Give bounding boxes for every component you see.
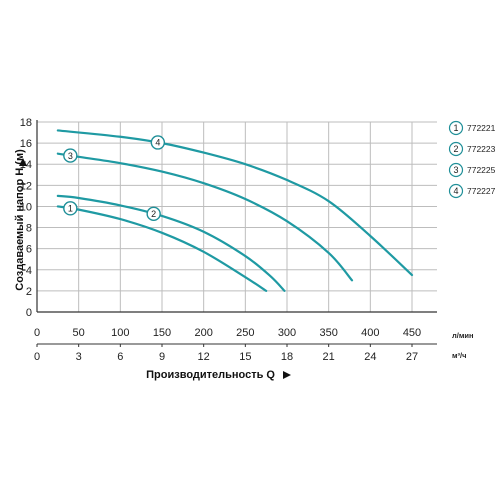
x-secondary-tick-label: 3 xyxy=(76,351,82,363)
x-secondary-unit: м³/ч xyxy=(452,351,466,360)
legend-marker-2 xyxy=(448,141,464,157)
chart-grid xyxy=(37,121,437,312)
curve-marker-label: 1 xyxy=(68,204,73,214)
x-secondary-tick-label: 27 xyxy=(406,351,418,363)
legend-entry-772221: 772221 xyxy=(467,123,496,133)
legend-marker-3 xyxy=(448,162,464,178)
y-tick-label: 6 xyxy=(26,244,32,256)
y-tick-label: 12 xyxy=(20,180,32,192)
y-tick-label: 10 xyxy=(20,201,32,213)
x-primary-tick-label: 0 xyxy=(34,327,40,339)
curve-772223 xyxy=(56,194,286,292)
chart-curves xyxy=(56,129,414,292)
y-axis-title-arrow-icon xyxy=(19,158,27,166)
curve-marker-label: 4 xyxy=(155,138,160,148)
legend-marker-label: 1 xyxy=(453,123,458,133)
y-tick-label: 4 xyxy=(26,265,32,277)
curve-marker-4 xyxy=(150,135,166,150)
x-axis-title: Производительность Q xyxy=(146,369,275,381)
x-primary-tick-label: 350 xyxy=(319,327,337,339)
legend-marker-label: 2 xyxy=(453,144,458,154)
x-primary-tick-label: 250 xyxy=(236,327,254,339)
curve-marker-label: 3 xyxy=(68,151,73,161)
curve-772225 xyxy=(56,152,354,282)
x-primary-tick-label: 200 xyxy=(194,327,212,339)
chart-curve-markers: 1 2 3 4 xyxy=(63,135,166,222)
x-primary-tick-label: 150 xyxy=(153,327,171,339)
x-primary-tick-label: 50 xyxy=(73,327,85,339)
x-secondary-tick-label: 12 xyxy=(198,351,210,363)
x-secondary-tick-label: 9 xyxy=(159,351,165,363)
x-primary-tick-label: 400 xyxy=(361,327,379,339)
y-tick-label: 0 xyxy=(26,307,32,319)
legend-marker-1 xyxy=(448,120,464,136)
chart-legend: 1 772221 2 772223 3 772225 4 772227 xyxy=(448,120,496,199)
legend-marker-4 xyxy=(448,183,464,199)
x-secondary-tick-label: 21 xyxy=(323,351,335,363)
x-primary-tick-label: 100 xyxy=(111,327,129,339)
curve-marker-3 xyxy=(63,148,78,163)
x-secondary-tick-label: 6 xyxy=(117,351,123,363)
y-tick-label: 8 xyxy=(26,223,32,235)
curve-772227 xyxy=(56,129,414,277)
y-tick-label: 2 xyxy=(26,286,32,298)
curve-marker-2 xyxy=(146,206,161,222)
x-secondary-tick-label: 18 xyxy=(281,351,293,363)
x-secondary-tick-label: 15 xyxy=(239,351,251,363)
curve-marker-label: 2 xyxy=(151,209,156,219)
legend-entry-772227: 772227 xyxy=(467,186,496,196)
x-primary-tick-label: 300 xyxy=(278,327,296,339)
x-secondary-tick-label: 0 xyxy=(34,351,40,363)
y-axis-title: Создаваемый напор H (м) xyxy=(14,149,26,291)
x-secondary-tick-label: 24 xyxy=(364,351,376,363)
curve-marker-1 xyxy=(63,201,78,216)
x-primary-unit: л/мин xyxy=(452,331,474,340)
legend-marker-label: 4 xyxy=(453,186,458,196)
legend-entry-772225: 772225 xyxy=(467,165,496,175)
legend-marker-label: 3 xyxy=(453,165,458,175)
x-primary-tick-label: 450 xyxy=(403,327,421,339)
legend-entry-772223: 772223 xyxy=(467,144,496,154)
y-tick-label: 18 xyxy=(20,117,32,129)
y-tick-label: 16 xyxy=(20,138,32,150)
curve-772221 xyxy=(56,205,268,292)
x-axis-title-arrow-icon xyxy=(283,371,291,379)
